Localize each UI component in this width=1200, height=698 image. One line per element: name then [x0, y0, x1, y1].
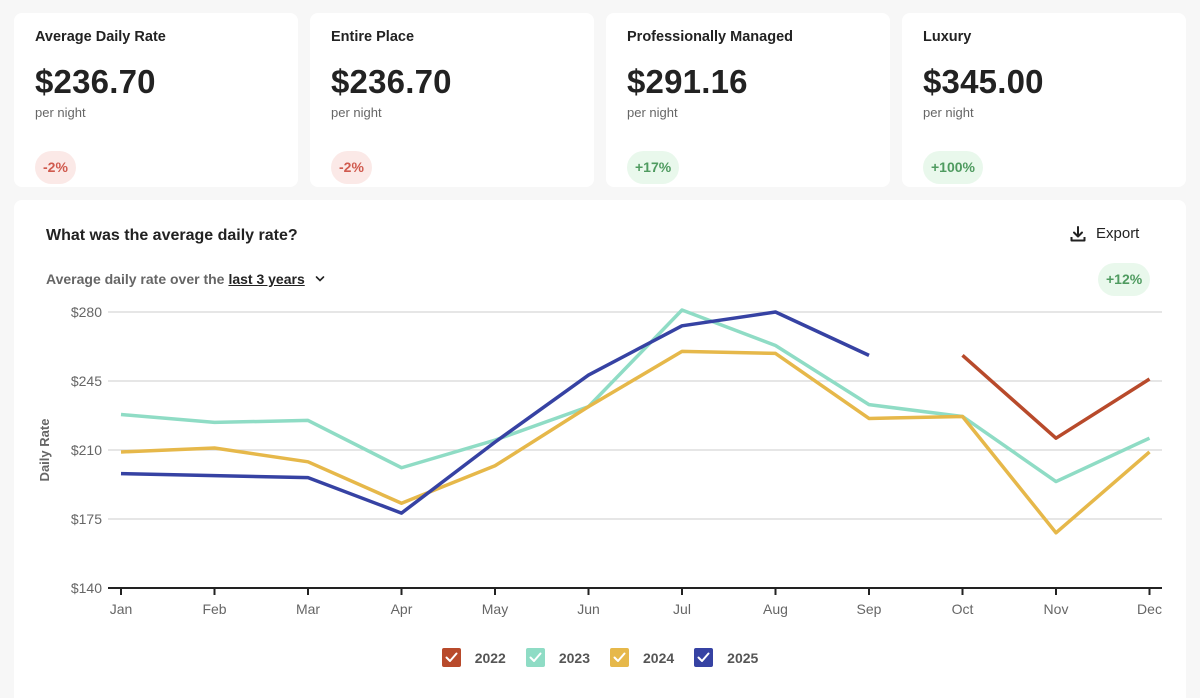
kpi-unit: per night: [35, 105, 86, 120]
y-axis-label: Daily Rate: [37, 419, 52, 482]
x-tick-label: May: [482, 601, 508, 617]
kpi-value: $291.16: [627, 63, 748, 100]
x-tick-label: Apr: [391, 601, 413, 617]
checkbox-checked-icon[interactable]: [610, 648, 629, 667]
legend-label: 2022: [474, 649, 506, 666]
kpi-value: $236.70: [331, 63, 452, 100]
kpi-card-professionally-managed: Professionally Managed $291.16 per night…: [606, 13, 890, 187]
kpi-card-average-daily-rate: Average Daily Rate $236.70 per night -2%: [14, 13, 298, 187]
y-tick-label: $245: [71, 373, 102, 389]
legend-item-2023[interactable]: 2023: [525, 648, 590, 667]
chevron-down-icon[interactable]: [315, 275, 325, 283]
kpi-title: Average Daily Rate: [35, 29, 166, 45]
series-line-2022: [961, 354, 1151, 440]
y-tick-label: $280: [71, 304, 102, 320]
x-tick-label: Jul: [673, 601, 691, 617]
checkbox-checked-icon[interactable]: [441, 648, 461, 667]
x-tick-label: Jun: [577, 601, 600, 617]
legend-item-2022[interactable]: 2022: [441, 648, 506, 667]
series-line-2023: [120, 308, 1151, 484]
period-selector[interactable]: last 3 years: [228, 271, 305, 287]
kpi-unit: per night: [331, 105, 382, 120]
x-tick-label: Dec: [1137, 601, 1162, 617]
download-icon: [1070, 225, 1086, 242]
legend-item-2025[interactable]: 2025: [694, 648, 758, 667]
x-tick-label: Nov: [1044, 601, 1069, 617]
change-badge: -2%: [331, 151, 372, 184]
change-badge: -2%: [35, 151, 76, 184]
kpi-card-luxury: Luxury $345.00 per night +100%: [902, 13, 1186, 187]
legend-label: 2024: [643, 649, 675, 666]
kpi-unit: per night: [923, 105, 974, 120]
checkbox-checked-icon[interactable]: [525, 648, 545, 667]
legend-label: 2023: [558, 649, 590, 666]
kpi-title: Professionally Managed: [627, 29, 793, 45]
kpi-title: Luxury: [923, 29, 972, 45]
x-tick-label: Aug: [763, 601, 788, 617]
chart-subtitle: Average daily rate over the last 3 years: [46, 271, 325, 287]
kpi-value: $236.70: [35, 63, 156, 100]
chart-legend: 2022 2023 2024 2025: [14, 648, 1186, 667]
series-line-2025: [120, 310, 870, 515]
checkbox-checked-icon[interactable]: [694, 648, 714, 667]
kpi-unit: per night: [627, 105, 678, 120]
chart-card: What was the average daily rate? Export …: [14, 200, 1186, 698]
export-label: Export: [1096, 225, 1140, 242]
change-badge: +100%: [923, 151, 983, 184]
series-line-2024: [120, 349, 1151, 535]
x-tick-label: Sep: [857, 601, 882, 617]
y-tick-label: $175: [71, 511, 102, 527]
x-tick-label: Jan: [110, 601, 133, 617]
kpi-value: $345.00: [923, 63, 1044, 100]
chart-title: What was the average daily rate?: [46, 227, 298, 244]
line-chart: $140 $175 $210 $245 $280 Jan Feb Mar Apr May Jun J…: [37, 304, 1162, 617]
legend-label: 2025: [727, 649, 759, 666]
y-tick-label: $210: [71, 442, 102, 458]
change-badge: +17%: [627, 151, 680, 184]
subtitle-prefix: Average daily rate over the: [46, 271, 225, 287]
x-tick-label: Oct: [952, 601, 974, 617]
kpi-card-entire-place: Entire Place $236.70 per night -2%: [310, 13, 594, 187]
kpi-title: Entire Place: [331, 29, 415, 45]
y-tick-label: $140: [71, 580, 102, 596]
export-button[interactable]: Export: [1070, 225, 1139, 242]
x-tick-label: Feb: [202, 601, 226, 617]
legend-item-2024[interactable]: 2024: [610, 648, 674, 667]
x-tick-label: Mar: [296, 601, 320, 617]
total-change-badge: +12%: [1098, 263, 1151, 296]
